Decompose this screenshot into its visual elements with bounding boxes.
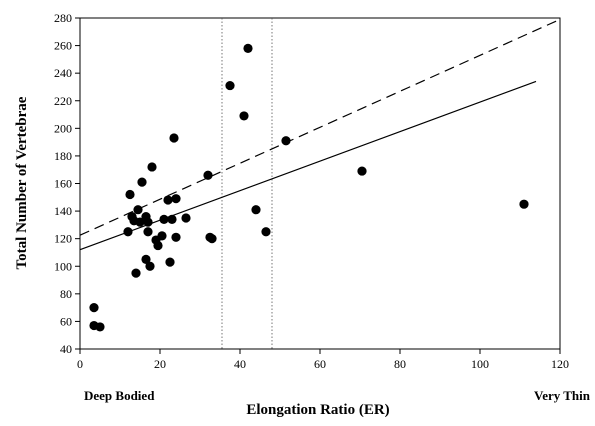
solid-trend-line bbox=[79, 80, 537, 251]
y-tick-label: 160 bbox=[54, 177, 72, 191]
y-tick-label: 120 bbox=[54, 232, 72, 246]
y-tick-label: 100 bbox=[54, 259, 72, 273]
data-point bbox=[143, 227, 153, 237]
y-tick-label: 140 bbox=[54, 204, 72, 218]
x-tick-label: 80 bbox=[394, 357, 406, 371]
x-tick-label: 120 bbox=[551, 357, 569, 371]
data-point bbox=[165, 257, 175, 267]
data-point bbox=[137, 177, 147, 187]
data-point bbox=[357, 166, 367, 176]
data-point bbox=[157, 231, 167, 241]
y-tick-label: 180 bbox=[54, 149, 72, 163]
dashed-trend-line bbox=[79, 18, 561, 236]
data-point bbox=[135, 217, 145, 227]
y-tick-label: 240 bbox=[54, 66, 72, 80]
axis-ticks: 0 20 40 60 80 100 120 40 60 80 100 120 140 160 180 200 2… bbox=[54, 11, 569, 371]
data-point bbox=[251, 205, 261, 215]
y-tick-label: 200 bbox=[54, 121, 72, 135]
data-point bbox=[163, 195, 173, 205]
x-end-label-right: Very Thin bbox=[534, 388, 591, 403]
data-point bbox=[261, 227, 271, 237]
data-point bbox=[153, 240, 163, 251]
data-point bbox=[131, 268, 141, 278]
data-point bbox=[143, 217, 153, 227]
data-point bbox=[95, 322, 105, 332]
data-point bbox=[169, 133, 179, 143]
data-point bbox=[123, 227, 133, 237]
y-tick-label: 280 bbox=[54, 11, 72, 25]
y-tick-label: 220 bbox=[54, 94, 72, 108]
data-point bbox=[181, 213, 191, 223]
y-tick-label: 80 bbox=[60, 287, 72, 301]
data-point bbox=[519, 199, 529, 209]
data-point bbox=[159, 214, 169, 224]
y-tick-label: 40 bbox=[60, 342, 72, 356]
y-tick-label: 260 bbox=[54, 39, 72, 53]
data-point bbox=[125, 189, 135, 200]
x-tick-label: 0 bbox=[77, 357, 83, 371]
data-point bbox=[141, 254, 151, 264]
data-point bbox=[171, 194, 181, 204]
data-point bbox=[89, 303, 99, 313]
x-end-label-left: Deep Bodied bbox=[84, 388, 155, 403]
data-point bbox=[243, 43, 253, 53]
y-tick-label: 60 bbox=[60, 314, 72, 328]
data-point bbox=[281, 136, 291, 146]
data-point bbox=[203, 170, 213, 180]
x-tick-label: 40 bbox=[234, 357, 246, 371]
data-point bbox=[133, 205, 143, 215]
data-point bbox=[147, 162, 157, 172]
plot-frame bbox=[79, 17, 561, 350]
data-points bbox=[89, 43, 529, 332]
x-axis-title: Elongation Ratio (ER) bbox=[246, 402, 389, 418]
data-point bbox=[167, 214, 177, 224]
x-tick-label: 100 bbox=[471, 357, 489, 371]
data-point bbox=[171, 232, 181, 242]
data-point bbox=[207, 234, 217, 244]
data-point bbox=[225, 80, 235, 91]
plot-area bbox=[79, 17, 561, 350]
data-point bbox=[239, 111, 249, 121]
y-axis-title: Total Number of Vertebrae bbox=[14, 96, 30, 269]
data-point bbox=[145, 261, 155, 271]
x-tick-label: 20 bbox=[154, 357, 166, 371]
x-tick-label: 60 bbox=[314, 357, 326, 371]
